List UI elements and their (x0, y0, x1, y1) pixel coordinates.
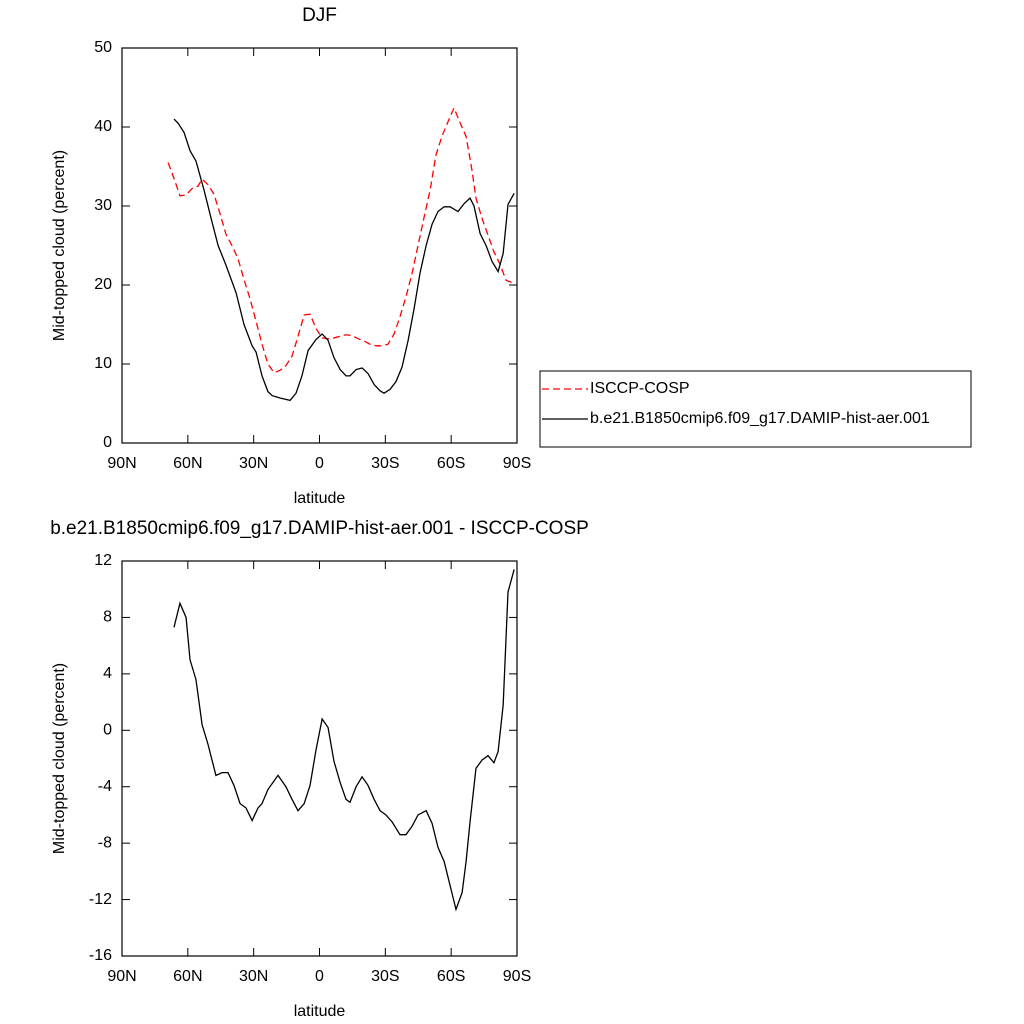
y-tick-label: -4 (98, 778, 112, 795)
legend-label: ISCCP-COSP (590, 380, 690, 397)
x-tick-label: 60N (173, 968, 202, 985)
data-line (167, 106, 515, 374)
x-tick-label: 90S (503, 968, 531, 985)
y-tick-label: 8 (103, 609, 112, 626)
y-tick-label: 30 (94, 197, 112, 214)
y-tick-label: 0 (103, 722, 112, 739)
x-tick-label: 60S (437, 968, 465, 985)
y-tick-label: 10 (94, 355, 112, 372)
x-tick-label: 90N (107, 968, 136, 985)
y-tick-label: 4 (103, 665, 112, 682)
plot-frame (121, 47, 518, 444)
x-tick-label: 60S (437, 455, 465, 472)
y-tick-label: 0 (103, 434, 112, 451)
y-tick-label: 40 (94, 118, 112, 135)
y-tick-label: 50 (94, 39, 112, 56)
x-tick-label: 30S (371, 455, 399, 472)
y-axis-title: Mid-topped cloud (percent) (51, 150, 68, 341)
chart-title: DJF (302, 5, 337, 26)
x-axis-title: latitude (294, 490, 346, 507)
x-tick-label: 90S (503, 455, 531, 472)
x-tick-label: 60N (173, 455, 202, 472)
y-tick-label: -16 (89, 947, 112, 964)
data-line (173, 118, 515, 402)
x-tick-label: 0 (315, 455, 324, 472)
plot-frame (121, 560, 518, 957)
y-tick-label: -8 (98, 834, 112, 851)
x-tick-label: 30S (371, 968, 399, 985)
y-axis-title: Mid-topped cloud (percent) (51, 663, 68, 854)
y-tick-label: 20 (94, 276, 112, 293)
legend-label: b.e21.B1850cmip6.f09_g17.DAMIP-hist-aer.… (590, 410, 930, 427)
legend-box (539, 370, 972, 448)
x-tick-label: 0 (315, 968, 324, 985)
x-tick-label: 90N (107, 455, 136, 472)
x-axis-title: latitude (294, 1003, 346, 1020)
x-tick-label: 30N (239, 968, 268, 985)
y-tick-label: -12 (89, 891, 112, 908)
chart-title: b.e21.B1850cmip6.f09_g17.DAMIP-hist-aer.… (50, 518, 589, 539)
x-tick-label: 30N (239, 455, 268, 472)
y-tick-label: 12 (94, 552, 112, 569)
data-line (173, 569, 515, 912)
